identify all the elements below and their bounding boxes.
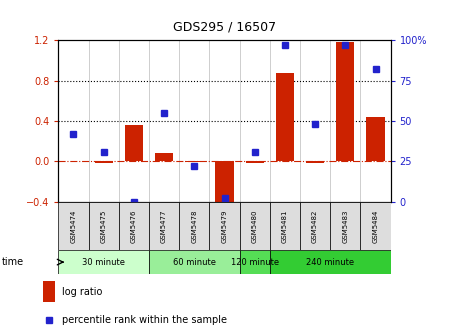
- Bar: [179, 202, 209, 250]
- Bar: [149, 250, 240, 274]
- Bar: [240, 250, 270, 274]
- Bar: [306, 161, 324, 163]
- Bar: [149, 202, 179, 250]
- Bar: [270, 202, 300, 250]
- Text: GSM5479: GSM5479: [221, 209, 228, 243]
- Bar: [336, 42, 354, 161]
- Bar: [58, 202, 88, 250]
- Text: GSM5480: GSM5480: [252, 209, 258, 243]
- Text: GSM5481: GSM5481: [282, 209, 288, 243]
- Bar: [209, 202, 240, 250]
- Text: GSM5482: GSM5482: [312, 209, 318, 243]
- Bar: [155, 153, 173, 161]
- Bar: [246, 161, 264, 163]
- Text: GSM5476: GSM5476: [131, 209, 137, 243]
- Bar: [240, 202, 270, 250]
- Bar: [361, 202, 391, 250]
- Text: GSM5474: GSM5474: [70, 209, 76, 243]
- Bar: [300, 202, 330, 250]
- Bar: [95, 161, 113, 163]
- Text: GSM5483: GSM5483: [342, 209, 348, 243]
- Bar: [58, 250, 149, 274]
- Text: GDS295 / 16507: GDS295 / 16507: [173, 20, 276, 34]
- Text: GSM5478: GSM5478: [191, 209, 197, 243]
- Bar: [270, 250, 391, 274]
- Bar: [330, 202, 361, 250]
- Bar: [125, 125, 143, 161]
- Bar: [185, 161, 203, 162]
- Text: GSM5477: GSM5477: [161, 209, 167, 243]
- Text: 30 minute: 30 minute: [82, 258, 125, 266]
- Text: GSM5484: GSM5484: [373, 209, 379, 243]
- Text: GSM5475: GSM5475: [101, 209, 107, 243]
- Text: 240 minute: 240 minute: [306, 258, 354, 266]
- Text: time: time: [2, 257, 24, 267]
- Text: 120 minute: 120 minute: [231, 258, 279, 266]
- Text: log ratio: log ratio: [62, 287, 103, 297]
- Bar: [366, 117, 385, 161]
- Bar: [88, 202, 119, 250]
- Bar: [119, 202, 149, 250]
- Text: percentile rank within the sample: percentile rank within the sample: [62, 316, 227, 326]
- Text: 60 minute: 60 minute: [173, 258, 216, 266]
- Bar: [44, 281, 55, 302]
- Bar: [276, 73, 294, 161]
- Bar: [216, 161, 233, 212]
